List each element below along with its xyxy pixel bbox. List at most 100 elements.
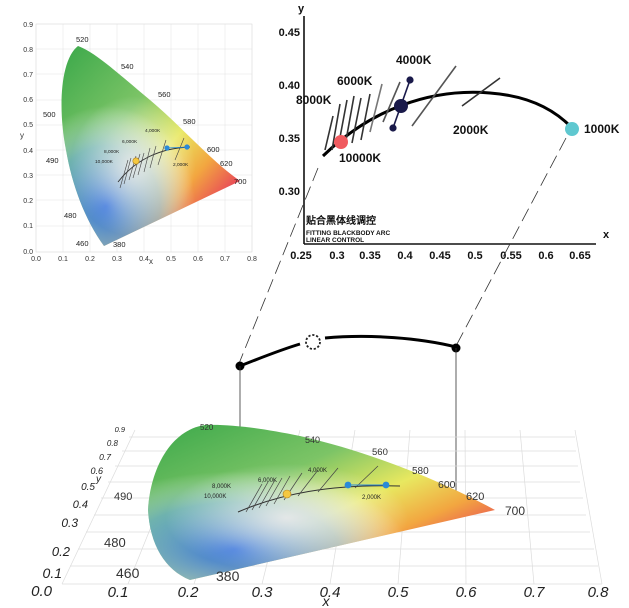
zoom-x-tick: 0.65 <box>569 250 590 262</box>
small-wl-560: 560 <box>158 90 171 99</box>
zoom-y-tick: 0.35 <box>279 133 300 145</box>
zoom-cct-6000k: 6000K <box>337 74 373 88</box>
persp-wl-700: 700 <box>505 504 525 518</box>
small-y-axis-label: y <box>20 131 24 140</box>
zoom-cct-8000k: 8000K <box>296 93 332 107</box>
persp-y-tick: 0.3 <box>61 516 78 530</box>
persp-y-tick: 0.9 <box>115 425 126 434</box>
connector-arc-right <box>324 334 457 349</box>
persp-x-tick: 0.2 <box>178 584 200 601</box>
small-y-tick: 0.1 <box>23 223 33 230</box>
small-wl-380: 380 <box>113 240 126 249</box>
persp-y-tick: 0.1 <box>43 565 62 581</box>
persp-wl-380: 380 <box>216 568 240 584</box>
persp-y-tick: 0.7 <box>99 452 111 462</box>
zoom-cct-10000k: 10000K <box>339 151 381 165</box>
persp-x-tick: 0.4 <box>320 584 341 601</box>
zoom-cct-labels: 8000K 6000K 4000K 10000K 2000K 1000K <box>296 53 620 165</box>
persp-x-tick: 0.7 <box>524 584 546 601</box>
small-x-tick: 0.2 <box>85 256 95 263</box>
perspective-chromaticity-diagram: 0.0 0.1 0.2 0.3 0.4 0.5 0.6 0.7 0.8 0.9 … <box>31 423 609 608</box>
small-wl-540: 540 <box>121 62 134 71</box>
small-y-tick: 0.6 <box>23 97 33 104</box>
small-wl-500: 500 <box>43 110 56 119</box>
small-cct-2000k: 2,000K <box>173 162 189 168</box>
zoom-point-4000k-upper <box>406 76 414 84</box>
small-y-tick: 0.2 <box>23 198 33 205</box>
persp-cct-10000k: 10,000K <box>204 494 226 500</box>
zoom-x-tick: 0.35 <box>359 250 380 262</box>
persp-wl-480: 480 <box>104 535 126 550</box>
connector-left <box>237 167 319 367</box>
small-cct-labels: 10,000K 8,000K 6,000K 4,000K 2,000K <box>95 128 189 168</box>
small-wavelength-labels: 520 540 560 580 600 620 700 500 490 480 … <box>43 35 247 249</box>
small-y-tick: 0.5 <box>23 122 33 129</box>
small-wl-480: 480 <box>64 211 77 220</box>
zoom-y-ticks: 0.30 0.35 0.40 0.45 <box>279 27 300 198</box>
zoom-x-tick: 0.45 <box>429 250 450 262</box>
zoom-x-tick: 0.6 <box>538 250 553 262</box>
small-x-tick: 0.0 <box>31 256 41 263</box>
zoom-x-tick: 0.55 <box>500 250 521 262</box>
small-wl-520: 520 <box>76 35 89 44</box>
small-y-tick: 0.4 <box>23 148 33 155</box>
persp-wl-620: 620 <box>466 491 484 503</box>
zoom-point-10000k <box>334 135 348 149</box>
perspective-cct-labels: 10,000K 8,000K 6,000K 4,000K 2,000K <box>204 468 381 501</box>
zoom-x-tick: 0.25 <box>290 250 311 262</box>
small-wl-580: 580 <box>183 117 196 126</box>
zoom-x-tick: 0.4 <box>397 250 413 262</box>
perspective-point-6000k <box>282 489 292 499</box>
persp-x-tick: 0.8 <box>588 584 610 601</box>
persp-cct-2000k: 2,000K <box>362 495 381 501</box>
persp-y-tick: 0.4 <box>73 499 88 511</box>
persp-wl-520: 520 <box>200 423 214 432</box>
caption-english-2: LINEAR CONTROL <box>306 237 364 244</box>
small-x-tick: 0.1 <box>58 256 68 263</box>
zoom-blackbody-arc <box>321 90 574 158</box>
small-y-ticks: 0.0 0.1 0.2 0.3 0.4 0.5 0.6 0.7 0.8 0.9 <box>23 22 33 256</box>
small-x-tick: 0.5 <box>166 256 176 263</box>
persp-x-tick: 0.1 <box>108 584 129 601</box>
small-y-tick: 0.0 <box>23 249 33 256</box>
small-wl-700: 700 <box>234 177 247 186</box>
zoom-y-tick: 0.30 <box>279 186 300 198</box>
persp-y-tick: 0.0 <box>31 583 53 600</box>
connector-dashed-marker <box>305 334 321 350</box>
small-x-tick: 0.3 <box>112 256 122 263</box>
zoom-y-axis-label: y <box>298 3 305 15</box>
zoom-point-4000k-lower <box>389 124 397 132</box>
persp-x-tick: 0.5 <box>388 584 410 601</box>
perspective-y-axis-label: y <box>95 474 102 485</box>
zoom-point-4000k <box>394 99 408 113</box>
small-cct-8000k: 8,000K <box>104 149 120 155</box>
connector-right <box>455 137 567 347</box>
persp-y-tick: 0.2 <box>52 544 71 559</box>
zoom-caption: 贴合黑体线调控 FITTING BLACKBODY ARC LINEAR CON… <box>305 214 390 244</box>
zoom-point-1000k <box>565 122 579 136</box>
small-cct-6000k: 6,000K <box>122 139 138 145</box>
zoom-chart: y x 0.30 0.35 0.40 0.45 0.25 0.3 0.35 0.… <box>279 3 620 262</box>
small-point-6000k <box>132 157 140 165</box>
perspective-blackbody-locus <box>237 485 401 513</box>
small-cct-10000k: 10,000K <box>95 159 114 165</box>
zoom-x-ticks: 0.25 0.3 0.35 0.4 0.45 0.5 0.55 0.6 0.65 <box>290 250 590 262</box>
persp-y-tick: 0.6 <box>90 466 103 476</box>
small-y-tick: 0.8 <box>23 47 33 54</box>
persp-wl-540: 540 <box>305 435 320 445</box>
caption-chinese: 贴合黑体线调控 <box>305 214 376 227</box>
persp-cct-6000k: 6,000K <box>258 478 277 484</box>
persp-cct-4000k: 4,000K <box>308 468 327 474</box>
perspective-x-axis-label: x <box>322 593 331 608</box>
small-cct-4000k: 4,000K <box>145 128 161 134</box>
small-y-tick: 0.9 <box>23 22 33 29</box>
persp-x-tick: 0.6 <box>456 584 478 601</box>
small-wl-490: 490 <box>46 156 59 165</box>
persp-wl-460: 460 <box>116 565 140 581</box>
small-wl-600: 600 <box>207 145 220 154</box>
zoom-x-tick: 0.5 <box>467 250 482 262</box>
zoom-cct-1000k: 1000K <box>584 122 620 136</box>
small-wl-620: 620 <box>220 159 233 168</box>
perspective-x-ticks: 0.1 0.2 0.3 0.4 0.5 0.6 0.7 0.8 <box>108 584 610 601</box>
caption-english-1: FITTING BLACKBODY ARC <box>306 230 390 237</box>
